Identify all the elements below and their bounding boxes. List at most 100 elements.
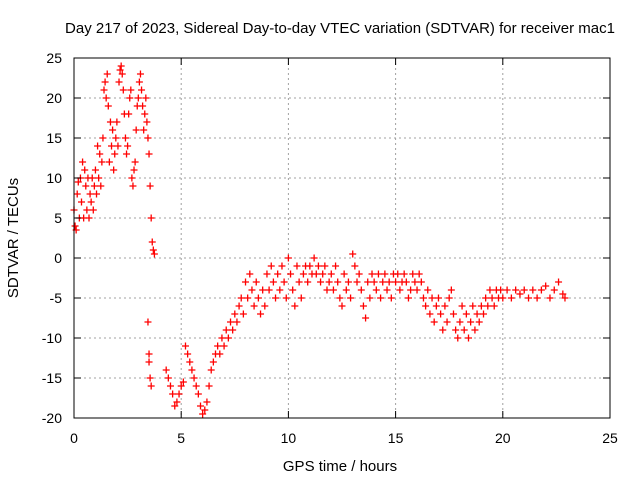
- data-point: [145, 350, 153, 358]
- data-point: [114, 142, 122, 150]
- data-point: [409, 270, 417, 278]
- data-point: [497, 286, 505, 294]
- data-point: [106, 118, 114, 126]
- data-point: [136, 70, 144, 78]
- axis-ticks: 0 5 10 15 20 25 -20 -15 -10 -5 0 5 10 15 20 25: [42, 50, 618, 446]
- data-point: [428, 294, 436, 302]
- data-point: [304, 278, 312, 286]
- data-point: [103, 70, 111, 78]
- data-point: [377, 294, 385, 302]
- data-point: [340, 270, 348, 278]
- data-point: [475, 318, 483, 326]
- data-point: [96, 150, 104, 158]
- x-tick-label: 15: [388, 430, 404, 446]
- data-point: [134, 94, 142, 102]
- data-point: [561, 294, 569, 302]
- data-point: [441, 302, 449, 310]
- data-point: [467, 318, 475, 326]
- data-point: [439, 326, 447, 334]
- data-point: [282, 294, 290, 302]
- data-point: [139, 102, 147, 110]
- chart-title: Day 217 of 2023, Sidereal Day-to-day VTE…: [65, 20, 615, 37]
- data-point: [109, 126, 117, 134]
- data-point: [327, 270, 335, 278]
- data-point: [257, 310, 265, 318]
- data-point: [319, 270, 327, 278]
- data-point: [224, 334, 232, 342]
- data-point: [124, 142, 132, 150]
- data-point: [88, 174, 96, 182]
- data-point: [173, 398, 181, 406]
- data-point: [462, 310, 470, 318]
- data-point: [407, 286, 415, 294]
- data-point: [452, 326, 460, 334]
- data-point: [325, 278, 333, 286]
- y-tick-label: 5: [54, 210, 62, 226]
- data-point: [205, 382, 213, 390]
- data-point: [533, 294, 541, 302]
- data-point: [400, 270, 408, 278]
- data-point: [135, 78, 143, 86]
- data-point: [402, 278, 410, 286]
- data-point: [385, 278, 393, 286]
- y-tick-label: -10: [42, 330, 62, 346]
- data-point: [98, 158, 106, 166]
- data-point: [289, 286, 297, 294]
- data-point: [460, 326, 468, 334]
- data-point: [199, 410, 207, 418]
- data-point: [490, 302, 498, 310]
- data-point: [276, 286, 284, 294]
- data-point: [372, 286, 380, 294]
- data-point: [121, 134, 129, 142]
- data-point: [227, 318, 235, 326]
- data-point: [507, 294, 515, 302]
- data-point: [148, 238, 156, 246]
- data-point: [145, 150, 153, 158]
- data-points: [70, 62, 569, 418]
- data-point: [381, 270, 389, 278]
- data-point: [471, 326, 479, 334]
- data-point: [252, 278, 260, 286]
- data-point: [188, 366, 196, 374]
- data-point: [287, 270, 295, 278]
- x-tick-label: 20: [495, 430, 511, 446]
- data-point: [284, 254, 292, 262]
- y-tick-label: 0: [54, 250, 62, 266]
- data-point: [99, 134, 107, 142]
- data-point: [299, 270, 307, 278]
- data-point: [274, 270, 282, 278]
- grid: [74, 58, 610, 418]
- data-point: [235, 302, 243, 310]
- data-point: [529, 286, 537, 294]
- data-point: [353, 278, 361, 286]
- data-point: [78, 198, 86, 206]
- data-point: [246, 270, 254, 278]
- data-point: [90, 182, 98, 190]
- data-point: [117, 62, 125, 70]
- data-point: [111, 150, 119, 158]
- data-point: [144, 134, 152, 142]
- data-point: [140, 126, 148, 134]
- y-tick-label: -5: [50, 290, 63, 306]
- data-point: [126, 94, 134, 102]
- data-point: [342, 286, 350, 294]
- data-point: [95, 174, 103, 182]
- data-point: [366, 294, 374, 302]
- data-point: [263, 270, 271, 278]
- data-point: [248, 286, 256, 294]
- data-point: [432, 302, 440, 310]
- data-point: [404, 294, 412, 302]
- data-point: [477, 302, 485, 310]
- data-point: [488, 294, 496, 302]
- data-point: [130, 166, 138, 174]
- data-point: [207, 366, 215, 374]
- data-point: [220, 342, 228, 350]
- data-point: [201, 406, 209, 414]
- plot-frame: [73, 57, 611, 419]
- data-point: [181, 342, 189, 350]
- data-point: [480, 310, 488, 318]
- data-point: [242, 278, 250, 286]
- data-point: [424, 286, 432, 294]
- data-point: [394, 270, 402, 278]
